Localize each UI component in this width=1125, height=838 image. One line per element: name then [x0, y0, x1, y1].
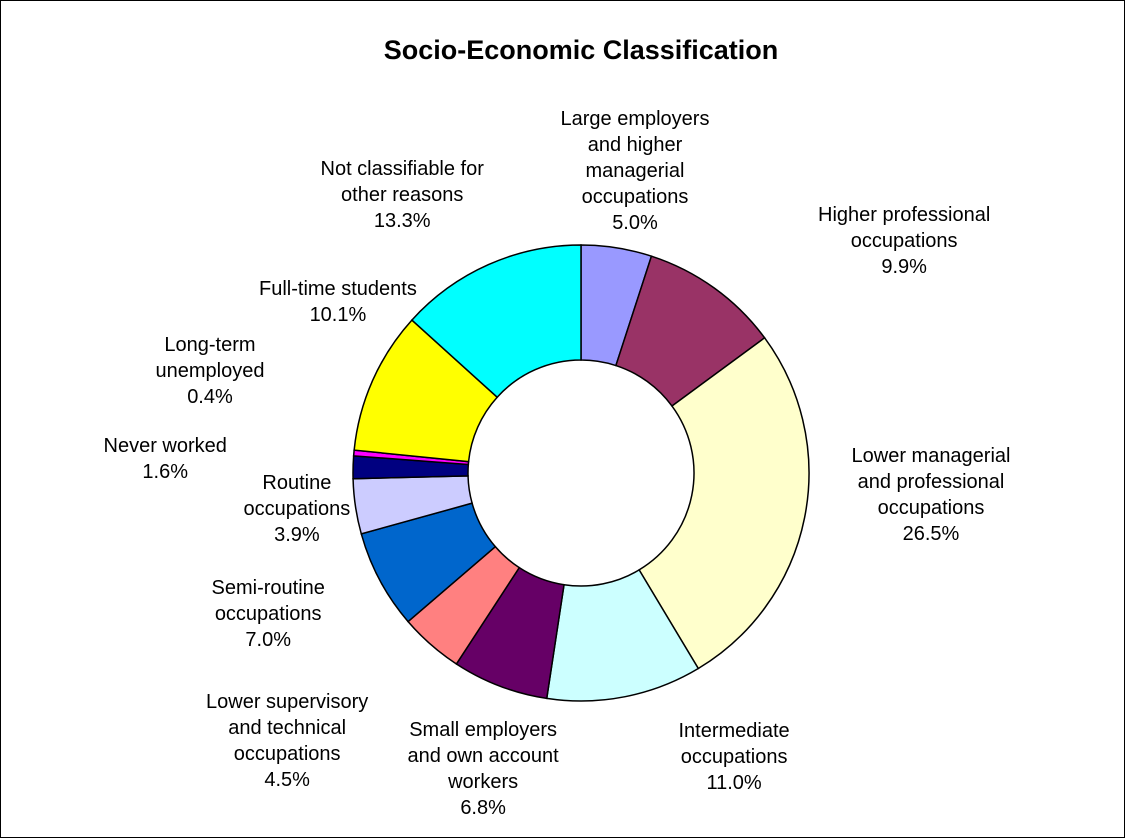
slice-category-label: and technical: [228, 717, 347, 739]
slice-category-label: workers: [448, 771, 519, 793]
slice-label: Semi-routine occupations 7.0%: [212, 575, 325, 653]
slice-category-label: unemployed: [155, 360, 265, 382]
slice-label: Intermediate occupations 11.0%: [679, 718, 790, 796]
slice-category-label: and professional: [857, 471, 1005, 493]
slice-category-label: occupations: [850, 230, 958, 252]
slice-category-label: Small employers: [409, 719, 558, 741]
slice-value-label: 4.5%: [264, 769, 310, 791]
slice-category-label: Higher professional: [818, 204, 991, 226]
slice-category-label: occupations: [214, 603, 322, 625]
slice-value-label: 7.0%: [245, 629, 291, 651]
slice-value-label: 5.0%: [612, 212, 658, 234]
slice-label: Routine occupations 3.9%: [244, 470, 351, 548]
slice-value-label: 13.3%: [373, 210, 431, 232]
slice-value-label: 11.0%: [706, 772, 762, 794]
slice-value-label: 9.9%: [881, 256, 927, 278]
slice-category-label: managerial: [585, 160, 685, 182]
slice-category-label: occupations: [877, 497, 985, 519]
slice-label: Long-term unemployed 0.4%: [156, 332, 265, 410]
slice-category-label: Lower supervisory: [206, 691, 369, 713]
slice-category-label: occupations: [233, 743, 341, 765]
slice-category-label: Large employers: [560, 108, 710, 130]
slice-category-label: occupations: [581, 186, 689, 208]
slice-category-label: occupations: [243, 498, 351, 520]
slice-value-label: 26.5%: [902, 523, 960, 545]
slice-lower-managerial-and-professional-occupations: [638, 336, 810, 670]
slice-category-label: Never worked: [103, 435, 227, 457]
slice-label: Small employers and own account workers 6.8…: [408, 717, 559, 821]
slice-category-label: Semi-routine: [211, 577, 325, 599]
slice-category-label: Intermediate: [678, 720, 790, 742]
slice-not-classifiable-for-other-reasons: [410, 244, 582, 399]
slice-category-label: other reasons: [341, 184, 464, 206]
slice-label: Lower supervisory and technical occupation…: [206, 689, 368, 793]
slice-category-label: and own account: [407, 745, 559, 767]
slice-category-label: Lower managerial: [851, 445, 1011, 467]
slice-category-label: and higher: [587, 134, 683, 156]
slice-category-label: occupations: [680, 746, 788, 768]
slice-category-label: Routine: [262, 472, 332, 494]
slice-label: Full-time students 10.1%: [259, 276, 417, 328]
slice-category-label: Long-term: [164, 334, 256, 356]
slice-value-label: 10.1%: [309, 304, 367, 326]
slice-value-label: 3.9%: [274, 524, 320, 546]
slice-label: Not classifiable for other reasons 13.3%: [321, 156, 484, 234]
slice-value-label: 0.4%: [187, 386, 233, 408]
slice-category-label: Full-time students: [259, 278, 417, 300]
chart-title: Socio-Economic Classification: [383, 35, 779, 65]
slice-label: Large employers and higher managerial occup…: [561, 106, 710, 236]
slice-label: Never worked 1.6%: [104, 433, 227, 485]
slice-category-label: Not classifiable for: [320, 158, 484, 180]
slice-value-label: 1.6%: [142, 461, 188, 483]
slice-label: Higher professional occupations 9.9%: [818, 202, 990, 280]
slice-value-label: 6.8%: [460, 797, 506, 819]
slice-label: Lower managerial and professional occupati…: [852, 443, 1011, 547]
